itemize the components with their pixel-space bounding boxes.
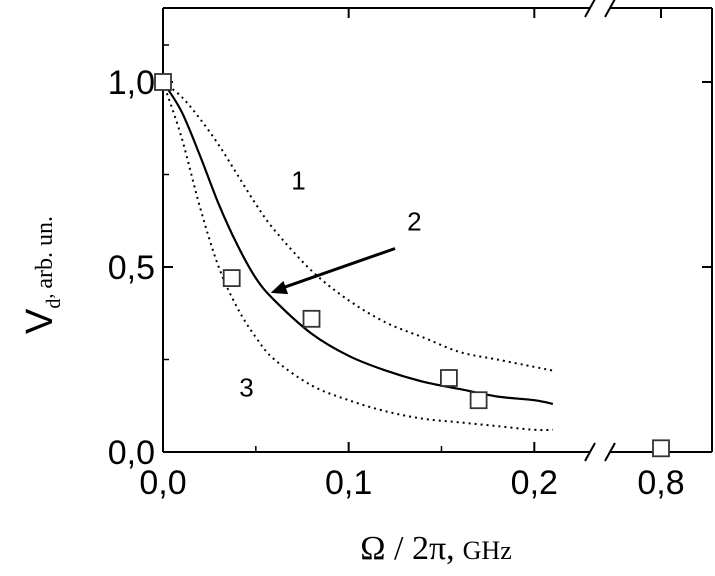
- series-line-1: [162, 81, 554, 372]
- y-axis-label-text: Vd, arb. un.: [19, 216, 65, 334]
- curve-label-2: 2: [407, 207, 421, 237]
- data-point-square: [652, 439, 670, 458]
- data-point-square: [440, 369, 458, 387]
- y-tick-label: 0,0: [108, 434, 155, 472]
- arrow-head: [270, 280, 289, 295]
- data-markers: [154, 73, 670, 458]
- series-line-3: [162, 81, 553, 432]
- x-tick-label: 0,8: [637, 464, 684, 502]
- curve-label-1: 1: [291, 165, 305, 195]
- arrow-line: [276, 247, 396, 292]
- axis-break-mark: [604, 0, 616, 18]
- data-point-square: [154, 73, 172, 91]
- curves: [162, 81, 554, 432]
- y-tick-label: 1,0: [108, 64, 155, 102]
- data-point-square: [469, 391, 488, 410]
- y-tick-label: 0,5: [108, 249, 155, 287]
- x-axis-label-text: Ω / 2π, GHz: [360, 530, 511, 567]
- y-axis-label: Vd, arb. un.: [19, 216, 65, 334]
- data-point-square: [302, 309, 321, 328]
- axis-break-mark: [604, 442, 616, 462]
- x-axis-label: Ω / 2π, GHz: [360, 530, 511, 567]
- curve-label-3: 3: [239, 373, 253, 403]
- axis-break-mark: [584, 442, 596, 462]
- x-tick-label: 0,1: [325, 464, 372, 502]
- x-tick-label: 0,0: [139, 464, 186, 502]
- series-line-2: [162, 81, 554, 405]
- data-point-square: [222, 269, 241, 288]
- axis-break-mark: [584, 0, 596, 18]
- annotations: 2 1 3: [239, 165, 421, 402]
- x-tick-label: 0,2: [511, 464, 558, 502]
- ticks: 0,0 0,5 1,0 0,0 0,1 0,2 0,8: [108, 8, 712, 502]
